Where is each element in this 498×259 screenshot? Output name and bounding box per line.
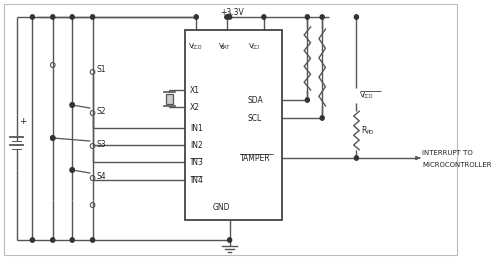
Text: IN2: IN2 [190,140,203,149]
Text: PD: PD [366,130,374,134]
Circle shape [305,15,309,19]
Circle shape [305,98,309,102]
Bar [166,93,173,104]
Circle shape [30,238,34,242]
Circle shape [194,15,198,19]
Text: S1: S1 [96,64,106,74]
Text: S4: S4 [96,171,106,181]
Text: S3: S3 [96,140,106,148]
Text: SCL: SCL [247,113,261,123]
Text: X1: X1 [190,85,200,95]
Circle shape [70,15,74,19]
Circle shape [51,136,55,140]
Text: MICROCONTROLLER: MICROCONTROLLER [422,162,492,168]
Circle shape [320,116,324,120]
Text: V: V [189,43,194,49]
Circle shape [320,15,324,19]
Circle shape [70,238,74,242]
Text: R: R [361,126,367,135]
Text: CCO: CCO [363,94,373,99]
Circle shape [228,15,232,19]
Text: BAT: BAT [221,45,231,50]
Circle shape [225,15,229,19]
Circle shape [51,15,55,19]
Text: S2: S2 [96,106,106,116]
Text: IN3: IN3 [190,157,203,167]
Text: TAMPER: TAMPER [240,154,270,162]
Text: IN4: IN4 [190,176,203,184]
Text: INTERRUPT TO: INTERRUPT TO [422,150,473,156]
Text: +: + [19,117,27,126]
Text: CCI: CCI [251,45,260,50]
Circle shape [91,238,95,242]
Circle shape [30,15,34,19]
Circle shape [355,15,359,19]
Bar [185,30,282,220]
Circle shape [91,15,95,19]
Text: SDA: SDA [247,96,263,104]
Text: GND: GND [213,203,231,212]
Text: V: V [360,92,365,98]
Circle shape [70,168,74,172]
Text: V: V [219,43,224,49]
Text: CCO: CCO [191,45,202,50]
Circle shape [51,238,55,242]
Text: +3.3V: +3.3V [220,8,244,17]
Circle shape [228,238,232,242]
Circle shape [70,103,74,107]
Text: V: V [249,43,254,49]
Text: IN1: IN1 [190,124,203,133]
Circle shape [355,156,359,160]
Circle shape [262,15,266,19]
Text: X2: X2 [190,103,200,112]
